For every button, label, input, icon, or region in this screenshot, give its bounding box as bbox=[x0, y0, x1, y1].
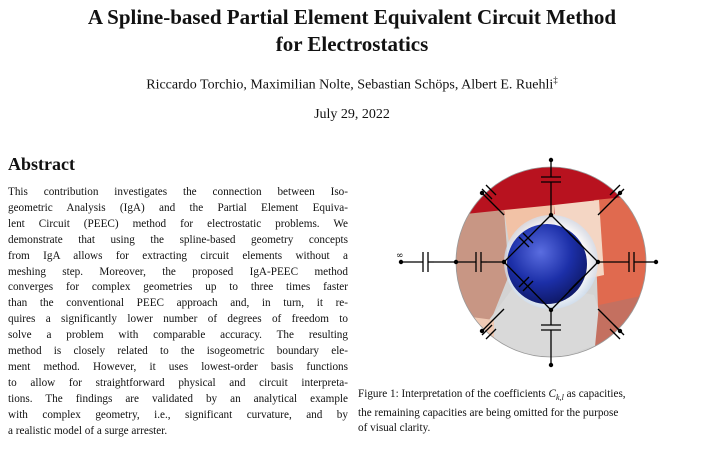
abstract-line: from IgA allows for extracting circuit e… bbox=[8, 249, 348, 262]
infinity-label: ∞ bbox=[396, 251, 404, 261]
node-left bbox=[453, 259, 459, 265]
figure-1: ∞ bbox=[394, 155, 664, 375]
author-list: Riccardo Torchio, Maximilian Nolte, Seba… bbox=[0, 75, 704, 94]
node-bottom-right bbox=[617, 328, 623, 334]
abstract-line: converges for complex geometries up to t… bbox=[8, 281, 348, 294]
caption-line-2: the remaining capacities are being omitt… bbox=[358, 406, 619, 419]
abstract-line: tions. The findings are validated by an … bbox=[8, 392, 348, 405]
caption-prefix: Figure 1: Interpretation of the coeffici… bbox=[358, 388, 546, 400]
circuit bbox=[401, 160, 656, 365]
node-bottom bbox=[548, 362, 554, 368]
node-right bbox=[653, 259, 659, 265]
node-top bbox=[548, 157, 554, 163]
caption-line-3: of visual clarity. bbox=[358, 422, 431, 435]
title-line-1: A Spline-based Partial Element Equivalen… bbox=[87, 5, 617, 29]
authors-text: Riccardo Torchio, Maximilian Nolte, Seba… bbox=[146, 77, 554, 93]
paper-title: A Spline-based Partial Element Equivalen… bbox=[0, 4, 704, 58]
inner-sphere bbox=[507, 224, 587, 304]
abstract-body: This contribution investigates the conne… bbox=[8, 185, 348, 440]
abstract-line: solve a problem with comparable accuracy… bbox=[8, 329, 348, 342]
abstract-line: ment method. However, it uses lowest-ord… bbox=[8, 360, 348, 373]
abstract-line: quires a significantly lower number of d… bbox=[8, 313, 348, 326]
caption-rest-line1: as capacities, bbox=[566, 388, 626, 400]
abstract-line: with complex geometry, i.e., significant… bbox=[8, 408, 348, 421]
node-inner-left bbox=[501, 259, 507, 265]
paper-date: July 29, 2022 bbox=[314, 107, 390, 122]
abstract-heading: Abstract bbox=[8, 154, 75, 174]
caption-math-symbol: Ck,l bbox=[548, 388, 564, 403]
abstract-line: meshing step. Moreover, the proposed IgA… bbox=[8, 265, 348, 278]
title-line-2: for Electrostatics bbox=[275, 32, 429, 56]
caption-math-subscript: k,l bbox=[556, 393, 564, 403]
node-inner-right bbox=[595, 259, 601, 265]
figure-1-diagram: ∞ bbox=[396, 157, 659, 368]
node-inner-top bbox=[548, 212, 554, 218]
abstract-line: to allow for straightforward physical an… bbox=[8, 376, 348, 389]
abstract-line: a realistic model of a surge arrester. bbox=[8, 424, 168, 437]
caption-math-c: C bbox=[548, 388, 557, 400]
node-top-left bbox=[479, 190, 485, 196]
node-top-right bbox=[617, 190, 623, 196]
circuit-nodes bbox=[398, 157, 659, 368]
abstract-line: demonstrate that using the spline-based … bbox=[8, 233, 348, 246]
node-left-terminal bbox=[398, 259, 404, 265]
node-inner-bottom bbox=[548, 307, 554, 313]
abstract-line: This contribution investigates the conne… bbox=[8, 186, 348, 198]
abstract-line: lent Circuit (PEEC) method for electrost… bbox=[8, 217, 348, 230]
author-affiliation-mark: ‡ bbox=[553, 75, 558, 85]
figure-caption: Figure 1: Interpretation of the coeffici… bbox=[358, 387, 698, 437]
abstract-line: geometric Analysis (IgA) and the Partial… bbox=[8, 201, 348, 214]
abstract-line: method is closely related to the isogeom… bbox=[8, 345, 348, 358]
node-bottom-left bbox=[479, 328, 485, 334]
abstract-line: than the conventional PEEC approach and,… bbox=[8, 297, 348, 310]
